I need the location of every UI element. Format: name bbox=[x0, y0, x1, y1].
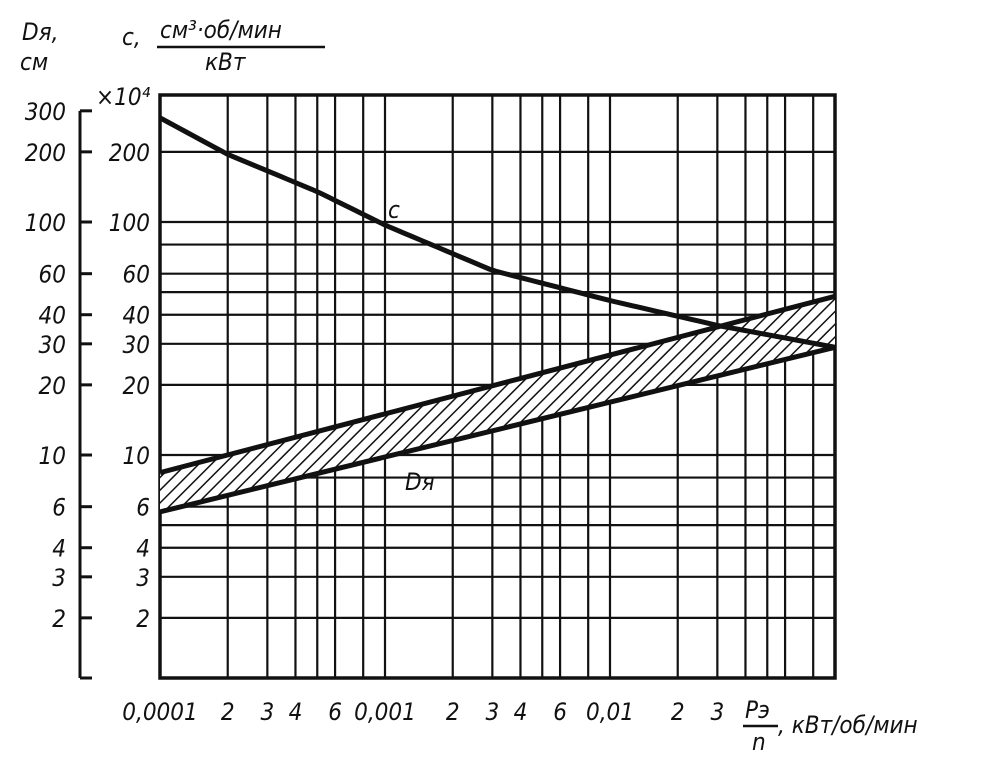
y-right-title-unit-den: кВт bbox=[205, 48, 247, 76]
y-right-tick-label: 2 bbox=[136, 605, 150, 633]
x-title-unit: , кВт/об/мин bbox=[778, 711, 918, 739]
y-left-tick-label: 6 bbox=[52, 494, 66, 522]
y-right-title-unit-num: см³·об/мин bbox=[160, 16, 282, 44]
y-left-tick-label: 4 bbox=[52, 535, 66, 563]
y-right-tick-label: 4 bbox=[136, 535, 150, 563]
y-right-tick-label: 30 bbox=[123, 331, 150, 359]
plot-frame bbox=[158, 93, 837, 680]
x-tick-label: 0,0001 bbox=[122, 698, 198, 726]
x-tick-label: 6 bbox=[553, 698, 567, 726]
y-left-tick-label: 200 bbox=[25, 139, 66, 167]
x-tick-label: 6 bbox=[328, 698, 342, 726]
x-tick-label: 2 bbox=[221, 698, 235, 726]
x-tick-label: 2 bbox=[671, 698, 685, 726]
y-left-tick-label: 20 bbox=[39, 372, 66, 400]
y-right-tick-label: 200 bbox=[109, 139, 150, 167]
y-left-tick-label: 100 bbox=[25, 209, 66, 237]
y-left-title-unit: см bbox=[20, 48, 48, 76]
x-tick-label: 0,01 bbox=[586, 698, 634, 726]
series-line-c bbox=[158, 115, 836, 350]
grid bbox=[78, 93, 837, 680]
y-left-tick-label: 300 bbox=[25, 98, 66, 126]
x-tick-label: 3 bbox=[260, 698, 274, 726]
band-d-hatched bbox=[160, 296, 835, 512]
y-right-tick-label: 10 bbox=[123, 442, 150, 470]
y-left-tick-label: 10 bbox=[39, 442, 66, 470]
x-tick-label: 4 bbox=[289, 698, 303, 726]
x-title-den: n bbox=[752, 728, 766, 756]
y-right-tick-label: 60 bbox=[123, 261, 150, 289]
y-right-title-symbol: c, bbox=[122, 23, 141, 51]
y-left-tick-label: 30 bbox=[39, 331, 66, 359]
marks bbox=[158, 115, 836, 515]
tick-labels: 0,0001 2 3 4 6 0,001 2 3 4 6 0,01 2 3300200100604030… bbox=[25, 98, 724, 726]
x-tick-label: 0,001 bbox=[354, 698, 416, 726]
y-right-tick-label: 3 bbox=[136, 564, 150, 592]
x-tick-label: 4 bbox=[514, 698, 528, 726]
y-left-tick-label: 3 bbox=[52, 564, 66, 592]
x-tick-label: 3 bbox=[485, 698, 499, 726]
x-tick-label: 3 bbox=[710, 698, 724, 726]
y-left-title-symbol: Dя, bbox=[22, 18, 58, 46]
band-label-d: Dя bbox=[405, 468, 435, 496]
y-right-multiplier: ×10⁴ bbox=[96, 83, 151, 111]
series-line-d-lower bbox=[159, 344, 836, 515]
series-label-c: c bbox=[388, 196, 400, 224]
y-right-tick-label: 40 bbox=[123, 302, 150, 330]
y-left-tick-label: 2 bbox=[52, 605, 66, 633]
y-left-tick-label: 40 bbox=[39, 302, 66, 330]
x-tick-label: 2 bbox=[446, 698, 460, 726]
x-title-num: Pэ bbox=[745, 696, 770, 724]
y-left-tick-label: 60 bbox=[39, 261, 66, 289]
y-right-tick-label: 100 bbox=[109, 209, 150, 237]
y-right-tick-label: 6 bbox=[136, 494, 150, 522]
y-right-tick-label: 20 bbox=[123, 372, 150, 400]
